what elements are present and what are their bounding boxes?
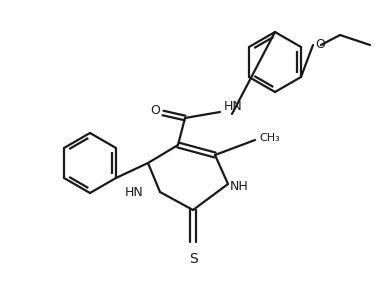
- Text: O: O: [315, 38, 325, 50]
- Text: O: O: [150, 104, 160, 117]
- Text: HN: HN: [125, 186, 144, 200]
- Text: S: S: [189, 252, 197, 266]
- Text: CH₃: CH₃: [259, 133, 280, 143]
- Text: HN: HN: [224, 100, 243, 113]
- Text: NH: NH: [230, 179, 249, 192]
